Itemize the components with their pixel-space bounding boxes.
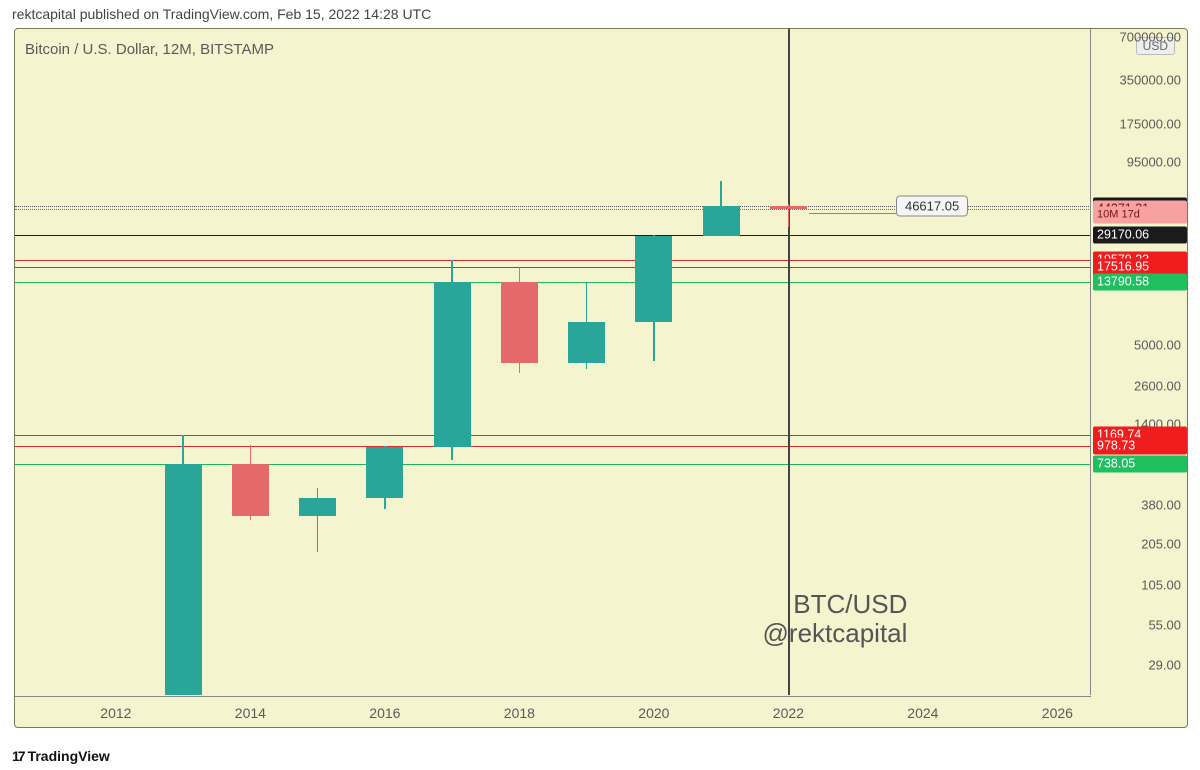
- y-tick-label: 55.00: [1148, 618, 1181, 633]
- price-flag[interactable]: 29170.06: [1093, 227, 1187, 244]
- h-level-line: [15, 235, 1091, 236]
- y-tick-label: 2600.00: [1134, 378, 1181, 393]
- callout-leader-line: [809, 213, 896, 214]
- y-tick-label: 700000.00: [1120, 30, 1181, 45]
- x-tick-label: 2022: [773, 705, 804, 721]
- x-tick-label: 2024: [907, 705, 938, 721]
- x-tick-label: 2020: [638, 705, 669, 721]
- h-level-line: [15, 435, 1091, 436]
- x-tick-label: 2018: [504, 705, 535, 721]
- h-level-line: [15, 446, 1091, 447]
- y-tick-label: 205.00: [1141, 536, 1181, 551]
- h-level-line: [15, 260, 1091, 261]
- price-flag[interactable]: 10M 17d: [1093, 206, 1187, 223]
- x-tick-label: 2014: [235, 705, 266, 721]
- y-axis[interactable]: USD 700000.00350000.00175000.0095000.004…: [1090, 29, 1187, 695]
- candle-body[interactable]: [434, 282, 471, 448]
- h-level-line: [15, 267, 1091, 268]
- y-tick-label: 175000.00: [1120, 116, 1181, 131]
- h-level-line: [15, 282, 1091, 283]
- chart-watermark: BTC/USD@rektcapital: [763, 590, 908, 647]
- y-tick-label: 350000.00: [1120, 73, 1181, 88]
- x-tick-label: 2012: [100, 705, 131, 721]
- candle-body[interactable]: [501, 282, 538, 363]
- x-axis[interactable]: 2012 2014 2016 2018 2020 2022 2024 2026: [15, 696, 1091, 727]
- chart-container[interactable]: Bitcoin / U.S. Dollar, 12M, BITSTAMP 466…: [14, 28, 1188, 728]
- y-tick-label: 380.00: [1141, 498, 1181, 513]
- publish-caption: rektcapital published on TradingView.com…: [12, 6, 431, 22]
- price-callout[interactable]: 46617.05: [896, 195, 968, 216]
- candle-body[interactable]: [568, 322, 605, 363]
- price-flag[interactable]: 978.73: [1093, 438, 1187, 455]
- chart-title: Bitcoin / U.S. Dollar, 12M, BITSTAMP: [25, 41, 274, 58]
- y-tick-label: 5000.00: [1134, 337, 1181, 352]
- candle-body[interactable]: [366, 447, 403, 497]
- x-tick-label: 2016: [369, 705, 400, 721]
- candle-body[interactable]: [635, 236, 672, 322]
- price-flag[interactable]: 738.05: [1093, 455, 1187, 472]
- tradingview-logo: 17TradingView: [12, 748, 110, 764]
- price-flag[interactable]: 13790.58: [1093, 273, 1187, 290]
- candle-body[interactable]: [165, 464, 202, 695]
- candle-body[interactable]: [232, 464, 269, 516]
- x-tick-label: 2026: [1042, 705, 1073, 721]
- candle-body[interactable]: [703, 206, 740, 235]
- chart-plot-area[interactable]: Bitcoin / U.S. Dollar, 12M, BITSTAMP 466…: [15, 29, 1091, 695]
- y-tick-label: 105.00: [1141, 578, 1181, 593]
- y-tick-label: 95000.00: [1127, 154, 1181, 169]
- candle-body[interactable]: [770, 206, 807, 209]
- y-tick-label: 29.00: [1148, 658, 1181, 673]
- candle-body[interactable]: [299, 498, 336, 516]
- tradingview-icon: 17: [12, 748, 24, 764]
